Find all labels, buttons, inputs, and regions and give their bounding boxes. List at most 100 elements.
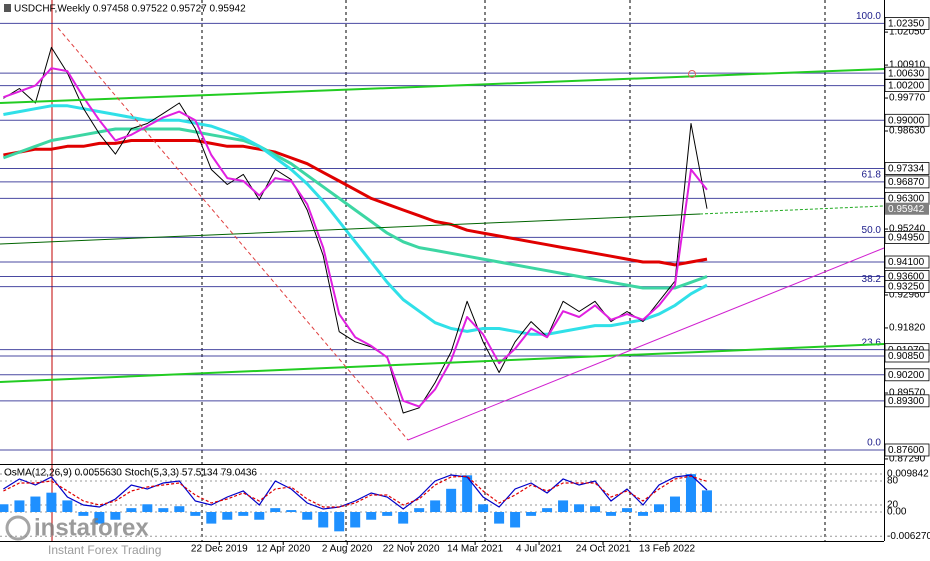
y-tick-label: 0.98630 — [889, 126, 926, 137]
histogram-bar — [62, 500, 73, 513]
trend-line — [0, 343, 885, 383]
trend-line — [407, 247, 885, 441]
drawings — [0, 27, 885, 441]
series-line — [3, 46, 708, 414]
y-tick-label: 1.02050 — [889, 27, 926, 38]
level-box — [884, 66, 930, 80]
level-label: 0.93250 — [888, 282, 925, 293]
watermark-logo — [5, 515, 31, 541]
histogram-bar — [142, 504, 153, 513]
histogram-bar — [238, 512, 249, 516]
x-tick-label: 22 Dec 2019 — [191, 544, 248, 555]
level-box — [884, 255, 930, 269]
level-box — [884, 443, 930, 457]
level-box — [884, 280, 930, 293]
indicator-title: OsMA(12,26,9) 0.0055630 Stoch(5,3,3) 57.… — [4, 468, 257, 479]
price-panel: 100.0 61.8 50.0 38.2 23.6 0.0 — [0, 11, 884, 451]
x-tick-label: 12 Apr 2020 — [256, 544, 310, 555]
x-tick-label: 13 Feb 2022 — [639, 544, 696, 555]
histogram-bar — [654, 504, 665, 513]
series-line — [3, 104, 708, 336]
histogram-bar — [366, 512, 377, 520]
histogram-bar — [478, 504, 489, 513]
histogram-bar — [174, 506, 185, 513]
histogram-bar — [334, 512, 345, 532]
fib-label: 0.0 — [867, 438, 881, 449]
y-tick-label: 0.92960 — [889, 290, 926, 301]
icon — [4, 4, 11, 12]
fib-label: 100.0 — [856, 11, 881, 22]
level-label: 0.97334 — [888, 164, 925, 175]
histogram-bar — [382, 512, 393, 516]
oscillator-line — [3, 474, 708, 510]
level-box — [884, 231, 930, 244]
trend-line — [0, 213, 701, 245]
level-label: 0.90850 — [888, 351, 925, 362]
histogram-bar — [414, 508, 425, 513]
watermark-tagline: Instant Forex Trading — [48, 543, 161, 557]
level-label: 0.89300 — [888, 396, 925, 407]
price-box — [885, 202, 929, 215]
level-box — [884, 162, 930, 175]
fib-label: 23.6 — [862, 337, 882, 348]
x-tick-label: 24 Oct 2021 — [576, 544, 631, 555]
level-box — [884, 368, 930, 382]
histogram-bar — [558, 500, 569, 513]
histogram-bar — [94, 512, 105, 524]
histogram-bar — [542, 508, 553, 513]
series-line — [3, 139, 708, 267]
oscillator-line — [3, 475, 708, 508]
level-box — [884, 113, 930, 127]
histogram-bar — [46, 492, 57, 513]
level-label: 1.00200 — [888, 81, 925, 92]
histogram-bar — [510, 512, 521, 528]
histogram-bar — [638, 512, 649, 516]
level-label: 0.94950 — [888, 233, 925, 244]
histogram-bar — [286, 510, 297, 513]
histogram-bar — [398, 512, 409, 524]
y2-tick-label: 80 — [887, 476, 899, 487]
y-tick-label: 0.95240 — [889, 224, 926, 235]
histogram-bar — [206, 512, 217, 524]
level-box — [884, 79, 930, 93]
y-tick-label: 0.87290 — [889, 454, 926, 465]
histogram-bar — [350, 512, 361, 528]
histogram-bar — [158, 508, 169, 513]
histogram-bar — [494, 512, 505, 524]
fib-line — [57, 27, 409, 441]
level-label: 0.87600 — [888, 445, 925, 456]
chart-title: USDCHF,Weekly 0.97458 0.97522 0.95727 0.… — [14, 4, 246, 15]
histogram-bar — [14, 500, 25, 513]
histogram-bar — [190, 512, 201, 516]
level-box — [884, 175, 930, 189]
y2-tick-label: 20 — [887, 500, 899, 511]
histogram-bar — [685, 474, 696, 513]
y-tick-label: 0.89570 — [889, 388, 926, 399]
x-tick-label: 14 Mar 2021 — [447, 544, 504, 555]
level-label: 0.96300 — [888, 194, 925, 205]
level-box — [884, 394, 930, 408]
series-line — [3, 67, 708, 408]
level-label: 0.94100 — [888, 257, 925, 268]
y-tick-label: 0.99770 — [889, 93, 926, 104]
level-label: 0.90200 — [888, 370, 925, 381]
histogram-bar — [669, 496, 680, 513]
histogram-bar — [0, 504, 9, 513]
fib-label: 50.0 — [862, 225, 882, 236]
histogram-bar — [446, 488, 457, 513]
histogram-bar — [622, 508, 633, 513]
fib-label: 61.8 — [862, 170, 882, 181]
histogram-bar — [701, 490, 712, 513]
watermark-brand: instaforex — [34, 514, 149, 541]
level-label: 1.00630 — [888, 68, 925, 79]
level-box — [884, 349, 930, 363]
histogram-bar — [222, 512, 233, 520]
y-tick-label: 0.009842 — [887, 469, 929, 480]
histogram-bar — [462, 475, 473, 513]
x-tick-label: 2 Aug 2020 — [322, 544, 373, 555]
level-label: 0.96870 — [888, 177, 925, 188]
histogram-bar — [110, 512, 121, 520]
level-label: 0.93600 — [888, 272, 925, 283]
